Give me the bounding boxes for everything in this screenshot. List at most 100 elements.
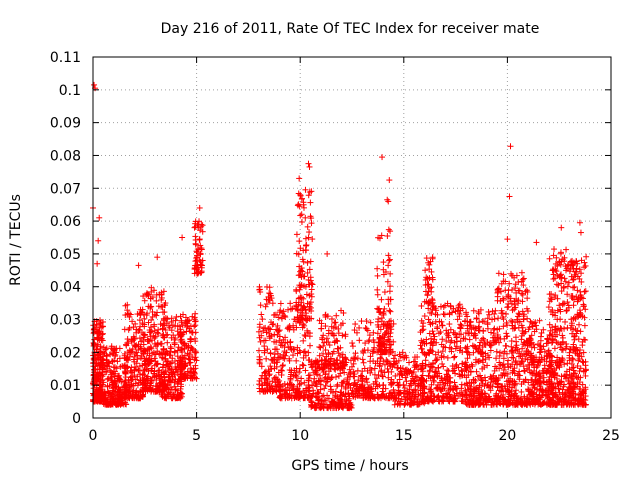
data-point xyxy=(168,327,175,334)
data-point xyxy=(172,317,179,324)
data-point xyxy=(99,323,106,330)
chart-title: Day 216 of 2011, Rate Of TEC Index for r… xyxy=(161,21,540,37)
data-point xyxy=(95,397,102,404)
data-point xyxy=(114,358,121,365)
data-point xyxy=(128,364,135,371)
x-tick-label: 20 xyxy=(498,428,516,444)
y-tick-label: 0.04 xyxy=(50,280,81,296)
data-point xyxy=(90,371,97,378)
y-tick-label: 0.05 xyxy=(50,247,81,263)
data-point xyxy=(93,346,100,353)
data-point xyxy=(161,394,168,401)
data-point xyxy=(162,381,169,388)
data-point xyxy=(116,399,123,406)
data-point xyxy=(148,284,155,291)
data-point xyxy=(181,345,188,352)
data-point xyxy=(104,388,111,395)
data-point xyxy=(159,325,166,332)
data-point xyxy=(164,331,171,338)
data-point xyxy=(159,364,166,371)
data-point xyxy=(141,347,148,354)
data-point xyxy=(111,380,118,387)
data-point xyxy=(171,383,178,390)
y-tick-label: 0.06 xyxy=(50,214,81,230)
y-tick-label: 0.01 xyxy=(50,378,81,394)
data-point xyxy=(128,338,135,345)
data-point xyxy=(179,349,186,356)
data-point xyxy=(129,376,136,383)
data-point xyxy=(165,367,172,374)
data-point xyxy=(170,391,177,398)
data-point xyxy=(149,294,156,301)
x-axis-label: GPS time / hours xyxy=(291,458,408,474)
data-point xyxy=(90,340,97,347)
data-point xyxy=(100,390,107,397)
y-tick-label: 0.09 xyxy=(50,116,81,132)
data-point xyxy=(157,321,164,328)
data-point xyxy=(96,336,103,343)
data-point xyxy=(144,310,151,317)
data-point xyxy=(141,331,148,338)
data-point xyxy=(171,349,178,356)
data-point xyxy=(151,340,158,347)
data-point xyxy=(151,311,158,318)
data-point xyxy=(153,291,160,298)
data-point xyxy=(138,393,145,400)
data-point xyxy=(132,320,139,327)
data-point xyxy=(178,383,185,390)
data-point xyxy=(151,334,158,341)
data-point xyxy=(165,386,172,393)
data-point xyxy=(153,312,160,319)
data-point xyxy=(126,353,133,360)
data-point xyxy=(123,342,130,349)
data-point xyxy=(132,350,139,357)
data-point xyxy=(147,355,154,362)
data-point xyxy=(90,390,97,397)
data-point xyxy=(145,319,152,326)
data-point xyxy=(111,357,118,364)
data-point xyxy=(111,347,118,354)
data-point xyxy=(147,333,154,340)
data-point xyxy=(187,359,194,366)
data-point xyxy=(174,322,181,329)
data-point xyxy=(130,356,137,363)
data-point xyxy=(107,375,114,382)
y-axis-label: ROTI / TECUs xyxy=(8,194,24,286)
data-point xyxy=(182,314,189,321)
y-tick-label: 0 xyxy=(72,411,81,427)
y-tick-label: 0.11 xyxy=(50,50,81,66)
data-point xyxy=(135,367,142,374)
data-point xyxy=(144,377,151,384)
data-point xyxy=(152,358,159,365)
data-point xyxy=(178,317,185,324)
data-point xyxy=(160,288,167,295)
data-point xyxy=(104,382,111,389)
data-point xyxy=(114,395,121,402)
data-point xyxy=(164,361,171,368)
data-point xyxy=(125,376,132,383)
data-point xyxy=(169,373,176,380)
x-tick-label: 15 xyxy=(395,428,413,444)
data-point xyxy=(151,323,158,330)
data-point xyxy=(129,318,136,325)
data-point xyxy=(108,377,115,384)
data-point xyxy=(142,388,149,395)
data-point xyxy=(151,355,158,362)
data-point xyxy=(145,292,152,299)
data-point xyxy=(139,379,146,386)
data-point xyxy=(169,322,176,329)
data-point xyxy=(124,340,131,347)
data-point xyxy=(193,357,200,364)
data-point xyxy=(171,358,178,365)
data-point xyxy=(139,306,146,313)
data-point xyxy=(158,296,165,303)
data-point xyxy=(125,390,132,397)
data-point xyxy=(166,352,173,359)
data-point xyxy=(172,386,179,393)
data-point xyxy=(124,301,131,308)
data-point xyxy=(146,327,153,334)
data-point xyxy=(94,387,101,394)
data-point xyxy=(131,367,138,374)
data-point xyxy=(148,303,155,310)
data-point xyxy=(151,287,158,294)
